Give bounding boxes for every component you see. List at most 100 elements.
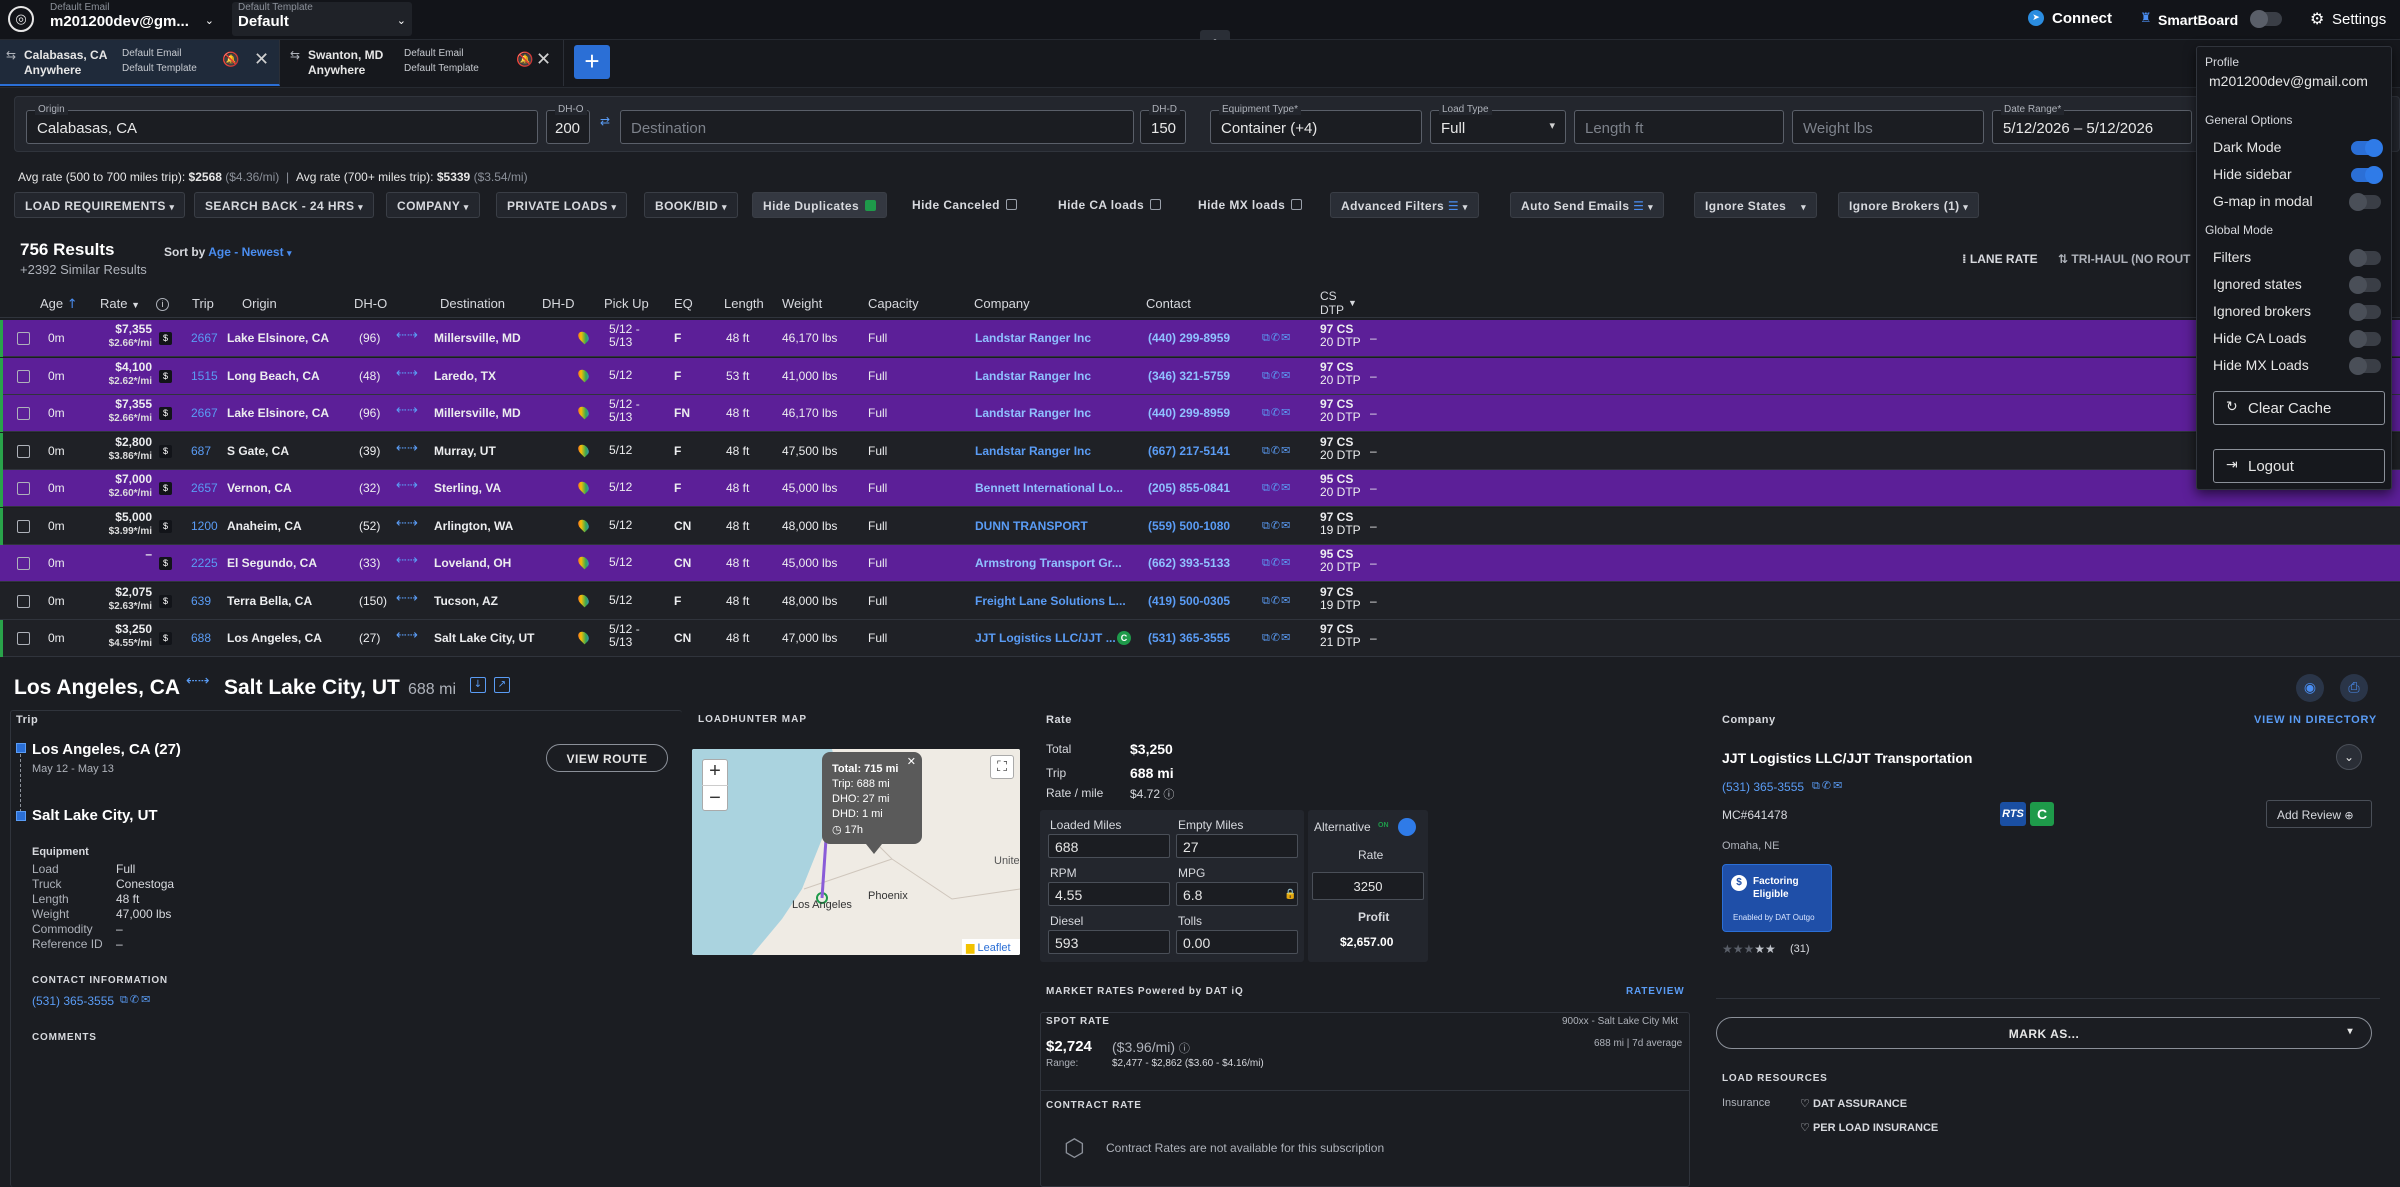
map-pin-icon[interactable] xyxy=(576,517,591,532)
row-checkbox[interactable] xyxy=(17,482,30,495)
contact-actions-icon[interactable]: ⧉✆✉ xyxy=(1262,331,1292,344)
loaded-miles-input[interactable]: 688 xyxy=(1048,834,1170,858)
table-row[interactable]: 0m $3,250 $4.55*/mi $688 Los Angeles, CA (27)… xyxy=(0,620,2400,657)
col-origin[interactable]: Origin xyxy=(242,296,277,311)
destination-input[interactable]: Destination xyxy=(620,110,1134,144)
tolls-input[interactable]: 0.00 xyxy=(1176,930,1298,954)
table-row[interactable]: 0m $5,000 $3.99*/mi $1200 Anaheim, CA (52) ⇠⇢ A… xyxy=(0,507,2400,545)
tab-template-select[interactable]: Default Template xyxy=(122,63,197,74)
map-pin-icon[interactable] xyxy=(576,592,591,607)
hide-sidebar-toggle[interactable] xyxy=(2351,166,2383,184)
add-review-button[interactable]: Add Review ⊕ xyxy=(2266,800,2372,828)
contact-actions-icon[interactable]: ⧉✆✉ xyxy=(1262,443,1292,457)
col-pickup[interactable]: Pick Up xyxy=(604,296,649,311)
company-contact-actions-icon[interactable]: ⧉✆✉ xyxy=(1812,779,1845,792)
map-pin-icon[interactable] xyxy=(576,367,591,382)
empty-miles-input[interactable]: 27 xyxy=(1176,834,1298,858)
loadhunter-map[interactable]: + − ⛶ Total: 715 mi Trip: 688 mi DHO: 27… xyxy=(692,749,1020,955)
contact-phone[interactable]: (531) 365-3555 xyxy=(32,994,115,1008)
row-checkbox[interactable] xyxy=(17,407,30,420)
view-route-button[interactable]: VIEW ROUTE xyxy=(546,744,668,772)
table-row[interactable]: 0m $4,100 $2.62*/mi $1515 Long Beach, CA (48)… xyxy=(0,357,2400,395)
dollar-icon[interactable]: $ xyxy=(159,332,172,345)
row-company[interactable]: Armstrong Transport Gr... xyxy=(975,556,1122,570)
contact-actions-icon[interactable]: ⧉✆✉ xyxy=(1262,481,1292,494)
clear-cache-button[interactable]: ↻ Clear Cache xyxy=(2213,391,2385,425)
sort-by-select[interactable]: Sort by Age - Newest ▾ xyxy=(164,245,291,259)
table-row[interactable]: 0m $7,355 $2.66*/mi $2667 Lake Elsinore, CA (… xyxy=(0,395,2400,432)
fullscreen-icon[interactable]: ⛶ xyxy=(990,755,1014,779)
date-range-input[interactable]: Date Range* 5/12/2026 – 5/12/2026 xyxy=(1992,104,2192,144)
info-icon[interactable]: ⓘ xyxy=(1178,1042,1190,1055)
default-email-select[interactable]: Default Email m201200dev@gm... ⌄ xyxy=(50,2,220,30)
auto-send-emails-button[interactable]: Auto Send Emails ☰ ▾ xyxy=(1510,192,1664,218)
col-age[interactable]: Age ↑ xyxy=(40,296,78,312)
default-template-select[interactable]: Default Template Default ⌄ xyxy=(232,2,412,36)
row-company[interactable]: Landstar Ranger Inc xyxy=(975,406,1092,420)
row-company[interactable]: Landstar Ranger Inc xyxy=(975,368,1092,383)
filters-toggle[interactable] xyxy=(2349,249,2381,267)
table-row[interactable]: 0m $2,800 $3.86*/mi $687 S Gate, CA (39) ⇠⇢ Mur… xyxy=(0,432,2400,470)
row-trip[interactable]: 688 xyxy=(191,631,212,645)
company-phone[interactable]: (531) 365-3555 xyxy=(1722,780,1805,794)
per-load-insurance-link[interactable]: ♡ PER LOAD INSURANCE xyxy=(1800,1121,1938,1134)
row-checkbox[interactable] xyxy=(17,332,30,345)
col-capacity[interactable]: Capacity xyxy=(868,296,919,311)
tri-haul-toggle[interactable]: ⇅ TRI-HAUL (NO ROUT xyxy=(2058,252,2191,266)
smartboard-toggle[interactable] xyxy=(2250,10,2282,28)
print-icon[interactable]: ⎙ xyxy=(2340,674,2368,702)
dhd-input[interactable]: DH-D 150 xyxy=(1140,104,1186,144)
row-checkbox[interactable] xyxy=(17,519,30,533)
map-pin-icon[interactable] xyxy=(576,479,591,495)
dollar-icon[interactable]: $ xyxy=(159,632,172,645)
camera-icon[interactable]: ◉ xyxy=(2296,674,2324,702)
table-row[interactable]: 0m $7,355 $2.66*/mi $2667 Lake Elsinore, CA (… xyxy=(0,320,2400,357)
diesel-input[interactable]: 593 xyxy=(1048,930,1170,954)
col-company[interactable]: Company xyxy=(974,296,1030,311)
book-bid-dropdown[interactable]: BOOK/BID ▾ xyxy=(644,192,738,218)
mpg-input[interactable]: 6.8 xyxy=(1176,882,1298,906)
map-pin-icon[interactable] xyxy=(576,442,591,457)
search-tab-1[interactable]: ⇆ Calabasas, CA Anywhere Default Email D… xyxy=(0,40,280,86)
row-trip[interactable]: 639 xyxy=(191,593,212,608)
similar-results-count[interactable]: +2392 Similar Results xyxy=(20,262,147,277)
dollar-icon[interactable]: $ xyxy=(159,594,172,608)
close-popup-icon[interactable]: ✕ xyxy=(906,755,916,768)
col-trip[interactable]: Trip xyxy=(192,296,214,311)
load-type-select[interactable]: Load Type Full ▾ xyxy=(1430,104,1566,144)
row-contact[interactable]: (205) 855-0841 xyxy=(1148,481,1231,495)
dollar-icon[interactable]: $ xyxy=(159,407,172,420)
row-trip[interactable]: 2667 xyxy=(191,331,218,345)
info-icon[interactable]: ⓘ xyxy=(1163,788,1175,801)
row-company[interactable]: DUNN TRANSPORT xyxy=(975,518,1088,533)
ignored-brokers-toggle[interactable] xyxy=(2349,303,2381,321)
row-contact[interactable]: (419) 500-0305 xyxy=(1148,593,1231,608)
contact-actions-icon[interactable]: ⧉✆✉ xyxy=(1262,593,1292,607)
col-contact[interactable]: Contact xyxy=(1146,296,1191,311)
origin-input[interactable]: Origin Calabasas, CA xyxy=(26,104,538,144)
dollar-icon[interactable]: $ xyxy=(159,482,172,495)
col-dho[interactable]: DH-O xyxy=(354,296,388,311)
dollar-icon[interactable]: $ xyxy=(159,557,172,570)
row-trip[interactable]: 1200 xyxy=(191,518,218,533)
ignored-states-toggle[interactable] xyxy=(2349,276,2381,294)
map-pin-icon[interactable] xyxy=(576,629,591,645)
contact-actions-icon[interactable]: ⧉✆✉ xyxy=(1262,406,1292,419)
weight-input[interactable]: Weight lbs xyxy=(1792,110,1984,144)
row-company[interactable]: Landstar Ranger Inc xyxy=(975,331,1092,345)
map-pin-icon[interactable] xyxy=(576,404,591,420)
row-contact[interactable]: (662) 393-5133 xyxy=(1148,556,1231,570)
row-trip[interactable]: 1515 xyxy=(191,368,218,383)
dark-mode-toggle[interactable] xyxy=(2351,139,2383,157)
dollar-icon[interactable]: $ xyxy=(159,369,172,383)
hide-mx-loads-toggle[interactable] xyxy=(2349,357,2381,375)
search-back-dropdown[interactable]: SEARCH BACK - 24 HRS ▾ xyxy=(194,192,375,218)
row-contact[interactable]: (559) 500-1080 xyxy=(1148,518,1231,533)
ignore-brokers-dropdown[interactable]: Ignore Brokers (1) ▾ xyxy=(1838,192,1980,218)
col-length[interactable]: Length xyxy=(724,296,764,311)
col-cs-dtp[interactable]: CS DTP ▼ xyxy=(1320,289,1357,317)
row-contact[interactable]: (440) 299-8959 xyxy=(1148,331,1231,345)
contact-actions-icon[interactable]: ⧉✆✉ xyxy=(1262,518,1292,532)
col-dhd[interactable]: DH-D xyxy=(542,296,575,311)
hide-duplicates-checkbox[interactable]: Hide Duplicates xyxy=(752,192,888,218)
